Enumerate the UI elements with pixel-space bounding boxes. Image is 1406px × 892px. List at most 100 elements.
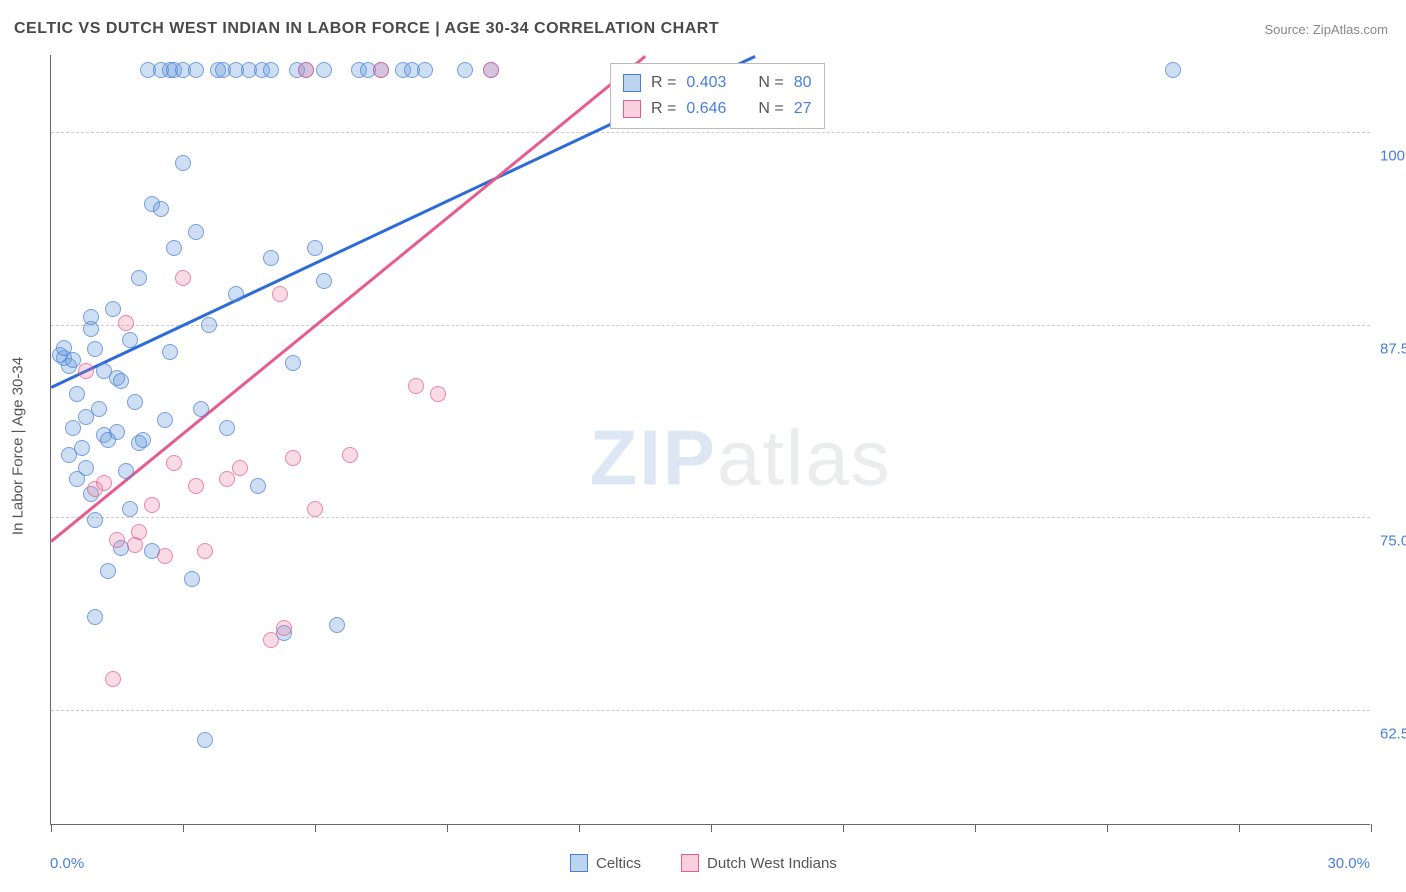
scatter-point [131,270,147,286]
scatter-point [316,273,332,289]
scatter-point [228,286,244,302]
scatter-point [78,363,94,379]
scatter-point [307,240,323,256]
scatter-point [188,62,204,78]
x-tick [1107,824,1108,832]
legend-row-celtics: R = 0.403 N = 80 [623,70,812,96]
legend-label-dutch: Dutch West Indians [707,855,837,872]
scatter-point [219,471,235,487]
x-axis-max-label: 30.0% [1327,855,1370,872]
source-attribution: Source: ZipAtlas.com [1264,22,1388,37]
scatter-point [166,240,182,256]
x-tick [315,824,316,832]
trendline-pink [50,55,646,542]
scatter-point [1165,62,1181,78]
scatter-point [69,386,85,402]
scatter-point [87,341,103,357]
scatter-point [457,62,473,78]
scatter-point [263,250,279,266]
scatter-point [408,378,424,394]
scatter-point [144,497,160,513]
y-tick-label: 75.0% [1380,533,1406,550]
source-link[interactable]: ZipAtlas.com [1313,22,1388,37]
scatter-point [342,447,358,463]
r-label: R = [651,74,676,92]
scatter-point [307,501,323,517]
scatter-point [166,455,182,471]
scatter-point [87,609,103,625]
gridline [51,710,1370,711]
scatter-point [105,671,121,687]
scatter-point [175,270,191,286]
scatter-point [197,732,213,748]
x-tick [183,824,184,832]
legend-item-dutch: Dutch West Indians [681,854,837,872]
scatter-point [298,62,314,78]
scatter-point [193,401,209,417]
legend-swatch-pink [681,854,699,872]
x-tick [975,824,976,832]
scatter-point [118,315,134,331]
scatter-point [188,224,204,240]
y-axis-title: In Labor Force | Age 30-34 [10,357,27,535]
correlation-legend: R = 0.403 N = 80 R = 0.646 N = 27 [610,63,825,129]
x-tick [843,824,844,832]
scatter-point [105,301,121,317]
scatter-point [91,401,107,417]
scatter-point [201,317,217,333]
scatter-point [83,309,99,325]
scatter-point [285,450,301,466]
n-label: N = [758,74,783,92]
legend-row-dutch: R = 0.646 N = 27 [623,96,812,122]
chart-container: CELTIC VS DUTCH WEST INDIAN IN LABOR FOR… [0,0,1406,892]
chart-title: CELTIC VS DUTCH WEST INDIAN IN LABOR FOR… [14,20,719,38]
legend-swatch-blue [623,74,641,92]
scatter-point [96,475,112,491]
r-value-dutch: 0.646 [686,100,726,118]
scatter-point [373,62,389,78]
r-label: R = [651,100,676,118]
scatter-point [250,478,266,494]
r-value-celtics: 0.403 [686,74,726,92]
scatter-point [329,617,345,633]
scatter-point [417,62,433,78]
scatter-point [96,363,112,379]
scatter-point [263,62,279,78]
x-tick [51,824,52,832]
n-value-dutch: 27 [794,100,812,118]
source-prefix: Source: [1264,22,1312,37]
scatter-point [483,62,499,78]
scatter-point [184,571,200,587]
x-tick [447,824,448,832]
scatter-point [113,373,129,389]
y-tick-label: 62.5% [1380,725,1406,742]
watermark-zip: ZIP [590,413,717,501]
plot-area: ZIPatlas 62.5%75.0%87.5%100.0% [50,55,1370,825]
scatter-point [61,447,77,463]
watermark: ZIPatlas [590,412,892,503]
x-tick [1239,824,1240,832]
scatter-point [316,62,332,78]
scatter-point [175,155,191,171]
y-tick-label: 100.0% [1380,148,1406,165]
scatter-point [109,532,125,548]
scatter-point [263,632,279,648]
x-tick [579,824,580,832]
x-tick [711,824,712,832]
scatter-point [100,563,116,579]
scatter-point [162,344,178,360]
scatter-point [69,471,85,487]
gridline [51,325,1370,326]
legend-swatch-blue [570,854,588,872]
legend-item-celtics: Celtics [570,854,641,872]
scatter-point [276,620,292,636]
x-tick [1371,824,1372,832]
x-axis-min-label: 0.0% [50,855,84,872]
scatter-point [219,420,235,436]
scatter-point [153,201,169,217]
scatter-point [430,386,446,402]
legend-label-celtics: Celtics [596,855,641,872]
scatter-point [197,543,213,559]
scatter-point [127,394,143,410]
scatter-point [87,512,103,528]
